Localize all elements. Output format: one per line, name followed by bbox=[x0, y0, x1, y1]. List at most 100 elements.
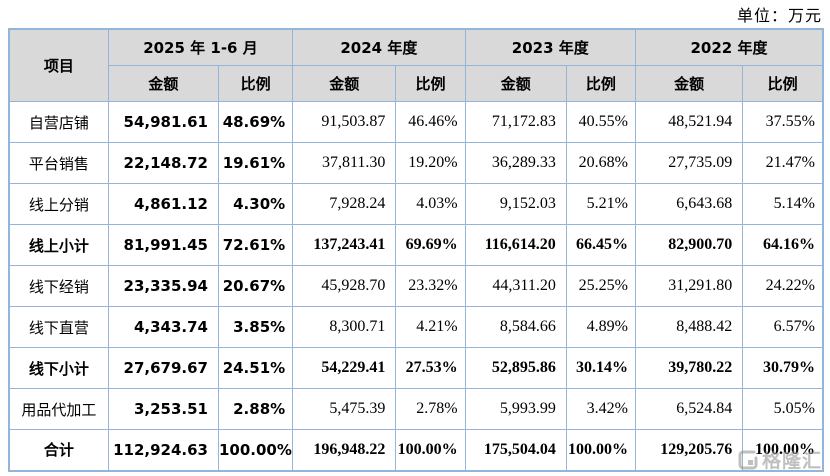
ratio-cell: 48.69% bbox=[217, 101, 294, 143]
ratio-cell: 5.14% bbox=[742, 183, 824, 225]
ratio-cell: 24.51% bbox=[217, 347, 294, 389]
sales-channel-table: 项目 2025 年 1-6 月 2024 年度 2023 年度 2022 年度 … bbox=[8, 28, 824, 472]
ratio-cell: 21.47% bbox=[742, 142, 824, 184]
ratio-cell: 100.00% bbox=[565, 429, 636, 471]
amount-cell: 116,614.20 bbox=[464, 224, 567, 266]
table-row: 线上分销 4,861.12 4.30% 7,928.24 4.03% 9,152.03 5.… bbox=[8, 183, 824, 225]
amount-cell: 27,735.09 bbox=[634, 142, 744, 184]
amount-cell: 36,289.33 bbox=[464, 142, 567, 184]
header-row-periods: 项目 2025 年 1-6 月 2024 年度 2023 年度 2022 年度 bbox=[8, 28, 824, 102]
row-label: 线上小计 bbox=[8, 224, 109, 266]
amount-cell: 129,205.76 bbox=[634, 429, 744, 471]
ratio-cell: 64.16% bbox=[742, 224, 824, 266]
table-row: 用品代加工 3,253.51 2.88% 5,475.39 2.78% 5,993.99 3… bbox=[8, 388, 824, 430]
ratio-cell: 24.22% bbox=[742, 265, 824, 307]
table-row: 线下直营 4,343.74 3.85% 8,300.71 4.21% 8,584.66 4.… bbox=[8, 306, 824, 348]
ratio-cell: 19.61% bbox=[217, 142, 294, 184]
subheader-ratio: 比例 bbox=[565, 65, 636, 102]
amount-cell: 31,291.80 bbox=[634, 265, 744, 307]
ratio-cell: 100.00% bbox=[217, 429, 294, 471]
amount-cell: 7,928.24 bbox=[292, 183, 397, 225]
ratio-cell: 37.55% bbox=[742, 101, 824, 143]
table-row: 平台销售 22,148.72 19.61% 37,811.30 19.20% 36,289… bbox=[8, 142, 824, 184]
amount-cell: 54,229.41 bbox=[292, 347, 397, 389]
ratio-cell: 20.68% bbox=[565, 142, 636, 184]
column-header-period-2023: 2023 年度 bbox=[464, 28, 636, 66]
column-header-period-2022: 2022 年度 bbox=[634, 28, 824, 66]
unit-label: 单位：万元 bbox=[736, 6, 822, 25]
ratio-cell: 100.00% bbox=[395, 429, 466, 471]
header-row-subcolumns: 金额 比例 金额 比例 金额 比例 金额 比例 bbox=[9, 65, 824, 102]
ratio-cell: 30.79% bbox=[742, 347, 824, 389]
ratio-cell: 27.53% bbox=[395, 347, 466, 389]
amount-cell: 23,335.94 bbox=[107, 265, 219, 307]
ratio-cell: 3.85% bbox=[217, 306, 294, 348]
amount-cell: 175,504.04 bbox=[464, 429, 567, 471]
column-header-item: 项目 bbox=[8, 28, 109, 102]
amount-cell: 8,300.71 bbox=[292, 306, 397, 348]
amount-cell: 54,981.61 bbox=[107, 101, 219, 143]
subheader-ratio: 比例 bbox=[742, 65, 824, 102]
amount-cell: 45,928.70 bbox=[292, 265, 397, 307]
row-label: 线下直营 bbox=[8, 306, 109, 348]
amount-cell: 82,900.70 bbox=[634, 224, 744, 266]
amount-cell: 4,861.12 bbox=[107, 183, 219, 225]
subheader-amount: 金额 bbox=[634, 65, 744, 102]
ratio-cell: 5.21% bbox=[565, 183, 636, 225]
amount-cell: 9,152.03 bbox=[464, 183, 567, 225]
row-label: 线下经销 bbox=[8, 265, 109, 307]
ratio-cell: 19.20% bbox=[395, 142, 466, 184]
row-label: 线下小计 bbox=[8, 347, 109, 389]
ratio-cell: 3.42% bbox=[565, 388, 636, 430]
table-row: 合计 112,924.63 100.00% 196,948.22 100.00% 175,… bbox=[8, 429, 824, 471]
ratio-cell: 40.55% bbox=[565, 101, 636, 143]
ratio-cell: 66.45% bbox=[565, 224, 636, 266]
amount-cell: 8,488.42 bbox=[634, 306, 744, 348]
amount-cell: 4,343.74 bbox=[107, 306, 219, 348]
ratio-cell: 6.57% bbox=[742, 306, 824, 348]
amount-cell: 91,503.87 bbox=[292, 101, 397, 143]
subheader-amount: 金额 bbox=[107, 65, 219, 102]
subheader-amount: 金额 bbox=[464, 65, 567, 102]
ratio-cell: 4.03% bbox=[395, 183, 466, 225]
ratio-cell: 20.67% bbox=[217, 265, 294, 307]
ratio-cell: 4.30% bbox=[217, 183, 294, 225]
row-label: 线上分销 bbox=[8, 183, 109, 225]
ratio-cell: 72.61% bbox=[217, 224, 294, 266]
row-label: 用品代加工 bbox=[8, 388, 109, 430]
ratio-cell: 23.32% bbox=[395, 265, 466, 307]
amount-cell: 112,924.63 bbox=[107, 429, 219, 471]
ratio-cell: 4.89% bbox=[565, 306, 636, 348]
table-row: 自营店铺 54,981.61 48.69% 91,503.87 46.46% 71,172… bbox=[8, 101, 824, 143]
ratio-cell: 30.14% bbox=[565, 347, 636, 389]
amount-cell: 27,679.67 bbox=[107, 347, 219, 389]
amount-cell: 5,993.99 bbox=[464, 388, 567, 430]
row-label: 合计 bbox=[8, 429, 109, 471]
amount-cell: 52,895.86 bbox=[464, 347, 567, 389]
amount-cell: 3,253.51 bbox=[107, 388, 219, 430]
amount-cell: 137,243.41 bbox=[292, 224, 397, 266]
amount-cell: 37,811.30 bbox=[292, 142, 397, 184]
ratio-cell: 2.78% bbox=[395, 388, 466, 430]
ratio-cell: 69.69% bbox=[395, 224, 466, 266]
table-row: 线下小计 27,679.67 24.51% 54,229.41 27.53% 52,895… bbox=[8, 347, 824, 389]
amount-cell: 44,311.20 bbox=[464, 265, 567, 307]
column-header-period-2025: 2025 年 1-6 月 bbox=[107, 28, 294, 66]
subheader-ratio: 比例 bbox=[395, 65, 466, 102]
row-label: 自营店铺 bbox=[8, 101, 109, 143]
row-label: 平台销售 bbox=[8, 142, 109, 184]
table-row: 线上小计 81,991.45 72.61% 137,243.41 69.69% 116,6… bbox=[8, 224, 824, 266]
subheader-amount: 金额 bbox=[292, 65, 397, 102]
amount-cell: 196,948.22 bbox=[292, 429, 397, 471]
subheader-ratio: 比例 bbox=[217, 65, 294, 102]
amount-cell: 6,643.68 bbox=[634, 183, 744, 225]
ratio-cell: 46.46% bbox=[395, 101, 466, 143]
amount-cell: 5,475.39 bbox=[292, 388, 397, 430]
ratio-cell: 25.25% bbox=[565, 265, 636, 307]
ratio-cell: 2.88% bbox=[217, 388, 294, 430]
ratio-cell: 100.00% bbox=[742, 429, 824, 471]
table-row: 线下经销 23,335.94 20.67% 45,928.70 23.32% 44,311… bbox=[8, 265, 824, 307]
ratio-cell: 5.05% bbox=[742, 388, 824, 430]
column-header-period-2024: 2024 年度 bbox=[292, 28, 466, 66]
amount-cell: 39,780.22 bbox=[634, 347, 744, 389]
